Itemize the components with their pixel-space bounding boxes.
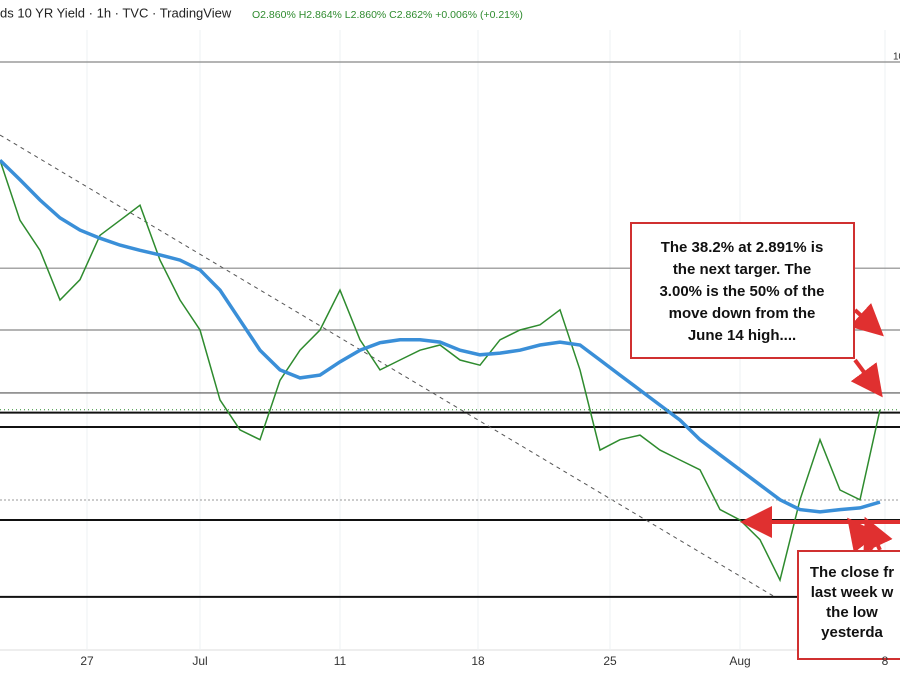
x-tick-label: 18 bbox=[471, 654, 485, 668]
annotation-box bbox=[797, 550, 900, 660]
annotation-text: move down from the bbox=[669, 305, 816, 322]
annotation-text: yesterda bbox=[821, 624, 883, 641]
header-ohlc: O2.860% H2.864% L2.860% C2.862% +0.006% … bbox=[252, 9, 523, 21]
annotation-box bbox=[630, 222, 855, 359]
annotation-text: June 14 high.... bbox=[688, 327, 796, 344]
annotation-text: The 38.2% at 2.891% is bbox=[661, 239, 824, 256]
annotation-text: the next targer. The bbox=[673, 261, 811, 278]
annotation-text: The close fr bbox=[810, 564, 894, 581]
x-tick-label: Jul bbox=[192, 654, 207, 668]
moving-average bbox=[0, 158, 881, 514]
x-tick-label: 27 bbox=[80, 654, 94, 668]
annotation-text: the low bbox=[826, 604, 878, 621]
x-tick-label: 25 bbox=[603, 654, 617, 668]
x-tick-label: 8 bbox=[882, 654, 889, 668]
price-line bbox=[0, 159, 881, 583]
annotation-text: 3.00% is the 50% of the bbox=[659, 283, 824, 300]
header-title: ds 10 YR Yield · 1h · TVC · TradingView bbox=[0, 5, 232, 20]
axis-fragment: 10 bbox=[893, 52, 900, 63]
x-tick-label: 11 bbox=[334, 654, 347, 668]
annotation-text: last week w bbox=[811, 584, 894, 601]
x-tick-label: Aug bbox=[729, 654, 750, 668]
arrows bbox=[740, 303, 900, 553]
